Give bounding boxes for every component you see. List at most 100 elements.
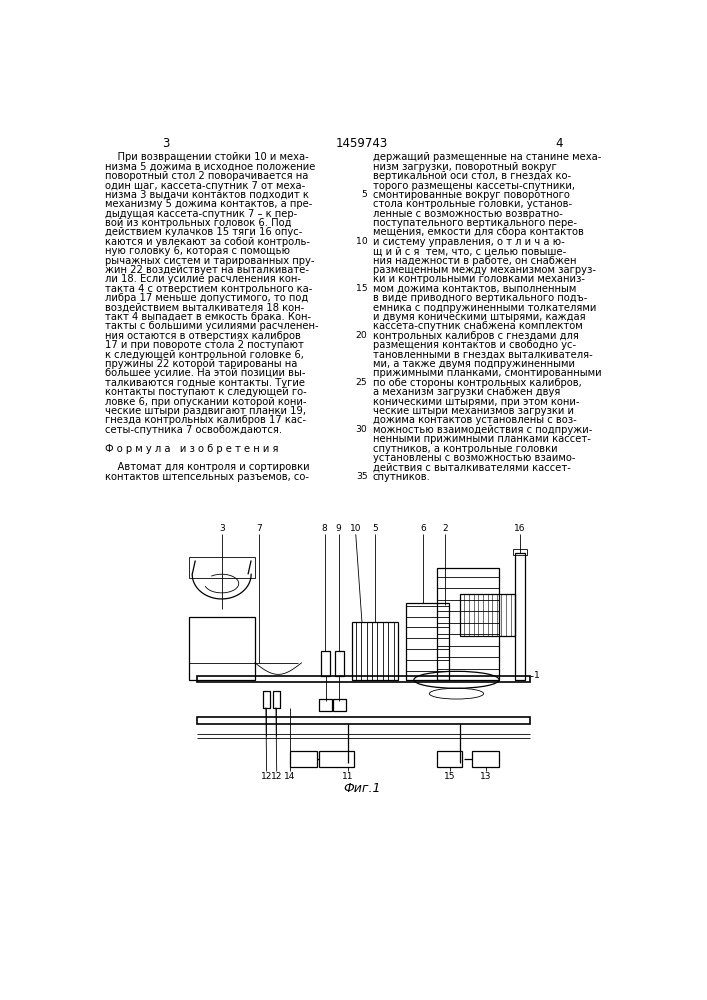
- Text: пружины 22 которой тарированы на: пружины 22 которой тарированы на: [105, 359, 298, 369]
- Text: 16: 16: [514, 524, 526, 533]
- Text: по обе стороны контрольных калибров,: по обе стороны контрольных калибров,: [373, 378, 582, 388]
- Text: 30: 30: [356, 425, 368, 434]
- Text: низма 5 дожима в исходное положение: низма 5 дожима в исходное положение: [105, 162, 316, 172]
- Text: мещения, емкости для сбора контактов: мещения, емкости для сбора контактов: [373, 227, 584, 237]
- Text: Ф о р м у л а   и з о б р е т е н и я: Ф о р м у л а и з о б р е т е н и я: [105, 444, 279, 454]
- Text: и двумя коническими штырями, каждая: и двумя коническими штырями, каждая: [373, 312, 585, 322]
- Bar: [290, 751, 317, 767]
- Text: спутников, а контрольные головки: спутников, а контрольные головки: [373, 444, 557, 454]
- Text: 20: 20: [356, 331, 368, 340]
- Text: 17 и при повороте стола 2 поступают: 17 и при повороте стола 2 поступают: [105, 340, 304, 350]
- Text: емника с подпружиненными толкателями: емника с подпружиненными толкателями: [373, 303, 596, 313]
- Bar: [513, 549, 527, 555]
- Bar: [406, 603, 449, 680]
- Text: ческие штыри механизмов загрузки и: ческие штыри механизмов загрузки и: [373, 406, 574, 416]
- Text: При возвращении стойки 10 и меха-: При возвращении стойки 10 и меха-: [105, 152, 309, 162]
- Text: в виде приводного вертикального подъ-: в виде приводного вертикального подъ-: [373, 293, 588, 303]
- Text: рычажных систем и тарированных пру-: рычажных систем и тарированных пру-: [105, 256, 315, 266]
- Text: установлены с возможностью взаимо-: установлены с возможностью взаимо-: [373, 453, 575, 463]
- Text: стола контрольные головки, установ-: стола контрольные головки, установ-: [373, 199, 572, 209]
- Text: действия с выталкивателями кассет-: действия с выталкивателями кассет-: [373, 462, 571, 472]
- Text: механизму 5 дожима контактов, а пре-: механизму 5 дожима контактов, а пре-: [105, 199, 312, 209]
- Text: каются и увлекают за собой контроль-: каются и увлекают за собой контроль-: [105, 237, 310, 247]
- Text: ми, а также двумя подпружиненными: ми, а также двумя подпружиненными: [373, 359, 575, 369]
- Text: ненными прижимными планками кассет-: ненными прижимными планками кассет-: [373, 434, 590, 444]
- Text: такты с большими усилиями расчленен-: такты с большими усилиями расчленен-: [105, 321, 319, 331]
- Text: размещенным между механизмом загруз-: размещенным между механизмом загруз-: [373, 265, 596, 275]
- Text: прижимными планками, смонтированными: прижимными планками, смонтированными: [373, 368, 602, 378]
- Text: 1: 1: [534, 671, 539, 680]
- Text: к следующей контрольной головке 6,: к следующей контрольной головке 6,: [105, 350, 304, 360]
- Text: держащий размещенные на станине меха-: держащий размещенные на станине меха-: [373, 152, 601, 162]
- Text: один шаг, кассета-спутник 7 от меха-: один шаг, кассета-спутник 7 от меха-: [105, 181, 305, 191]
- Text: ния остаются в отверстиях калибров: ния остаются в отверстиях калибров: [105, 331, 301, 341]
- Text: поворотный стол 2 поворачивается на: поворотный стол 2 поворачивается на: [105, 171, 309, 181]
- Text: мом дожима контактов, выполненным: мом дожима контактов, выполненным: [373, 284, 576, 294]
- Text: ли 18. Если усилие расчленения кон-: ли 18. Если усилие расчленения кон-: [105, 274, 301, 284]
- Text: большее усилие. На этой позиции вы-: большее усилие. На этой позиции вы-: [105, 368, 306, 378]
- Bar: [460, 594, 515, 636]
- Bar: [197, 717, 530, 724]
- Text: кассета-спутник снабжена комплектом: кассета-спутник снабжена комплектом: [373, 321, 583, 331]
- Bar: [197, 676, 530, 682]
- Text: размещения контактов и свободно ус-: размещения контактов и свободно ус-: [373, 340, 576, 350]
- Bar: [352, 622, 398, 680]
- Bar: [437, 751, 462, 767]
- Text: 8: 8: [322, 524, 327, 533]
- Text: 10: 10: [356, 237, 368, 246]
- Text: такт 4 выпадает в емкость брака. Кон-: такт 4 выпадает в емкость брака. Кон-: [105, 312, 312, 322]
- Text: ческие штыри раздвигают планки 19,: ческие штыри раздвигают планки 19,: [105, 406, 306, 416]
- Text: тановленными в гнездах выталкивателя-: тановленными в гнездах выталкивателя-: [373, 350, 592, 360]
- Text: 12: 12: [261, 772, 272, 781]
- Bar: [320, 699, 332, 711]
- Text: поступательного вертикального пере-: поступательного вертикального пере-: [373, 218, 577, 228]
- Text: ки и контрольными головками механиз-: ки и контрольными головками механиз-: [373, 274, 585, 284]
- Text: 25: 25: [356, 378, 368, 387]
- Text: 10: 10: [350, 524, 361, 533]
- Text: 35: 35: [356, 472, 368, 481]
- Text: контакты поступают к следующей го-: контакты поступают к следующей го-: [105, 387, 307, 397]
- Text: 5: 5: [361, 190, 368, 199]
- Text: 14: 14: [284, 772, 296, 781]
- Bar: [189, 557, 255, 578]
- Bar: [335, 651, 344, 676]
- Text: спутников.: спутников.: [373, 472, 431, 482]
- Bar: [273, 691, 280, 708]
- Bar: [320, 751, 354, 767]
- Text: 15: 15: [356, 284, 368, 293]
- Text: коническими штырями, при этом кони-: коническими штырями, при этом кони-: [373, 397, 579, 407]
- Text: 15: 15: [444, 772, 455, 781]
- Text: воздействием выталкивателя 18 кон-: воздействием выталкивателя 18 кон-: [105, 303, 305, 313]
- Bar: [189, 617, 255, 680]
- Text: 9: 9: [336, 524, 341, 533]
- Bar: [263, 691, 270, 708]
- Text: торого размещены кассеты-спутники,: торого размещены кассеты-спутники,: [373, 181, 575, 191]
- Text: 2: 2: [442, 524, 448, 533]
- Bar: [472, 751, 499, 767]
- Text: Автомат для контроля и сортировки: Автомат для контроля и сортировки: [105, 462, 310, 472]
- Text: смонтированные вокруг поворотного: смонтированные вокруг поворотного: [373, 190, 570, 200]
- Text: низм загрузки, поворотный вокруг: низм загрузки, поворотный вокруг: [373, 162, 556, 172]
- Bar: [333, 699, 346, 711]
- Text: 11: 11: [342, 772, 354, 781]
- Text: 1459743: 1459743: [336, 137, 388, 150]
- Text: ную головку 6, которая с помощью: ную головку 6, которая с помощью: [105, 246, 291, 256]
- Text: 13: 13: [480, 772, 491, 781]
- Text: талкиваются годные контакты. Тугие: талкиваются годные контакты. Тугие: [105, 378, 305, 388]
- Text: ния надежности в работе, он снабжен: ния надежности в работе, он снабжен: [373, 256, 576, 266]
- Text: контрольных калибров с гнездами для: контрольных калибров с гнездами для: [373, 331, 578, 341]
- Text: контактов штепсельных разъемов, со-: контактов штепсельных разъемов, со-: [105, 472, 310, 482]
- Text: 6: 6: [420, 524, 426, 533]
- Text: вой из контрольных головок 6. Под: вой из контрольных головок 6. Под: [105, 218, 292, 228]
- Text: ловке 6, при опускании которой кони-: ловке 6, при опускании которой кони-: [105, 397, 307, 407]
- Text: щ и й с я  тем, что, с целью повыше-: щ и й с я тем, что, с целью повыше-: [373, 246, 566, 256]
- Text: ленные с возможностью возвратно-: ленные с возможностью возвратно-: [373, 209, 563, 219]
- Text: либра 17 меньше допустимого, то под: либра 17 меньше допустимого, то под: [105, 293, 309, 303]
- Text: низма 3 выдачи контактов подходит к: низма 3 выдачи контактов подходит к: [105, 190, 309, 200]
- Text: 3: 3: [218, 524, 225, 533]
- Text: сеты-спутника 7 освобождаются.: сеты-спутника 7 освобождаются.: [105, 425, 283, 435]
- Text: гнезда контрольных калибров 17 кас-: гнезда контрольных калибров 17 кас-: [105, 415, 307, 425]
- Text: вертикальной оси стол, в гнездах ко-: вертикальной оси стол, в гнездах ко-: [373, 171, 571, 181]
- Text: и систему управления, о т л и ч а ю-: и систему управления, о т л и ч а ю-: [373, 237, 565, 247]
- Text: 3: 3: [162, 137, 170, 150]
